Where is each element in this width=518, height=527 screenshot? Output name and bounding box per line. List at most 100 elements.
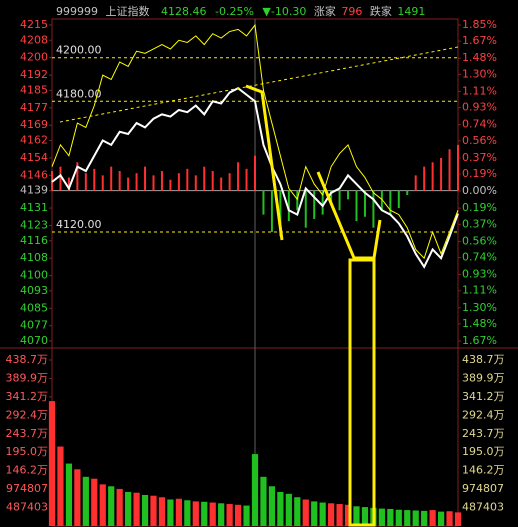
y2-tick-label: 1.11% <box>462 284 497 297</box>
annotations-drawn <box>59 46 459 527</box>
volume-bar <box>91 478 98 526</box>
volume-bar <box>184 500 191 526</box>
volume-bar <box>302 499 309 526</box>
volume-bar <box>361 507 369 526</box>
vol-tick-label-right: 243.7万 <box>462 427 505 440</box>
volume-bar <box>226 504 233 526</box>
volume-bar <box>74 469 81 526</box>
vol-tick-label-right: 438.7万 <box>462 353 505 366</box>
y-tick-label: 4139 <box>20 184 48 197</box>
trend-line <box>59 46 459 123</box>
vol-tick-label: 487403 <box>6 501 48 514</box>
volume-bar <box>344 504 352 526</box>
volume-bar <box>328 503 335 526</box>
vol-tick-label: 243.7万 <box>6 427 49 440</box>
volume-bar <box>311 501 318 526</box>
y-tick-label: 4200 <box>20 51 48 64</box>
volume-bar <box>116 488 123 526</box>
vol-tick-label: 341.2万 <box>6 390 49 403</box>
y-tick-label: 4162 <box>20 134 48 147</box>
volume-bar <box>243 505 250 526</box>
y2-tick-label: 0.56% <box>462 234 497 247</box>
volume-bar <box>294 497 301 526</box>
volume-bar <box>234 504 242 526</box>
vol-tick-label: 195.0万 <box>6 445 49 458</box>
volume-bar <box>125 491 132 526</box>
volume-bar <box>404 510 411 526</box>
y-tick-label: 4215 <box>20 18 48 31</box>
volume-bar <box>57 446 64 526</box>
volume-bar <box>412 510 419 526</box>
y-tick-label: 4177 <box>20 101 48 114</box>
vol-tick-label-right: 974807 <box>462 482 504 495</box>
y-tick-label: 4169 <box>20 118 48 131</box>
y-tick-label: 4100 <box>20 269 48 282</box>
volume-bar <box>218 503 225 526</box>
price-line <box>51 23 459 260</box>
y2-tick-label: 0.19% <box>462 167 497 180</box>
y-tick-label: 4154 <box>20 151 48 164</box>
price-line <box>51 87 459 269</box>
annotation-label: 4180.00 <box>56 87 102 100</box>
y-tick-label: 4070 <box>20 334 48 347</box>
volume-bar <box>277 491 284 526</box>
volume-bar <box>192 501 199 526</box>
y-tick-label: 4123 <box>20 218 48 231</box>
volume-bar <box>260 476 267 526</box>
volume-bar <box>99 484 106 526</box>
volume-bar <box>395 509 402 526</box>
change: ▼-10.30 <box>262 5 306 18</box>
up-label: 涨家 <box>314 4 336 18</box>
volume-bar <box>437 511 445 526</box>
vol-tick-label-right: 195.0万 <box>462 445 505 458</box>
vol-tick-label-right: 487403 <box>462 501 504 514</box>
vol-tick-label: 146.2万 <box>6 464 49 477</box>
vol-tick-label: 438.7万 <box>6 353 49 366</box>
volume-bar <box>387 508 394 526</box>
volume-bar <box>158 497 166 526</box>
volume-bar <box>378 508 385 526</box>
volume-bar <box>421 510 428 526</box>
vol-tick-label: 389.9万 <box>6 371 49 384</box>
y2-tick-label: 0.74% <box>462 251 497 264</box>
y2-tick-label: 1.67% <box>462 34 497 47</box>
y-tick-label: 4093 <box>20 284 48 297</box>
y2-tick-label: 0.37% <box>462 151 497 164</box>
y2-tick-label: 1.30% <box>462 67 497 80</box>
volume-bar <box>108 486 115 526</box>
header: 999999 上证指数 4128.46 -0.25% ▼-10.30 涨家 79… <box>56 4 425 18</box>
volume-bar <box>454 512 462 526</box>
volume-bar <box>150 495 157 526</box>
name: 上证指数 <box>106 4 150 18</box>
y-tick-label: 4131 <box>20 201 48 214</box>
annotation-label: 4120.00 <box>56 218 102 231</box>
volume-bar <box>268 486 276 526</box>
plot: 4215 4208 4200 4192 4185 4177 4169 4162 4154 4146… <box>0 18 518 527</box>
volume-bar <box>48 401 56 526</box>
vol-tick-label-right: 146.2万 <box>462 464 505 477</box>
hand-line <box>245 84 284 241</box>
y2-tick-label: 0.37% <box>462 217 497 230</box>
volume-bar <box>353 506 360 526</box>
down-count: 1491 <box>397 5 425 18</box>
y-tick-label: 4146 <box>20 168 48 181</box>
y2-tick-label: 1.67% <box>462 334 497 347</box>
y2-tick-label: 1.48% <box>462 51 497 64</box>
volume-bar <box>65 463 73 526</box>
volume-bar <box>429 510 436 526</box>
y2-tick-label: 1.85% <box>462 18 497 31</box>
up-count: 796 <box>341 5 362 18</box>
vol-tick-label-right: 389.9万 <box>462 371 505 384</box>
volume-bar <box>336 504 343 526</box>
volume-bar <box>201 501 208 526</box>
y2-tick-label: 0.93% <box>462 268 497 281</box>
volume-bar <box>82 476 89 526</box>
volume-bar <box>175 498 182 526</box>
volume-bar <box>319 502 326 526</box>
hand-line <box>316 171 382 260</box>
down-label: 跌家 <box>370 4 392 18</box>
hand-box <box>348 258 376 527</box>
volume-bar <box>167 499 174 526</box>
y-tick-label: 4108 <box>20 251 48 264</box>
